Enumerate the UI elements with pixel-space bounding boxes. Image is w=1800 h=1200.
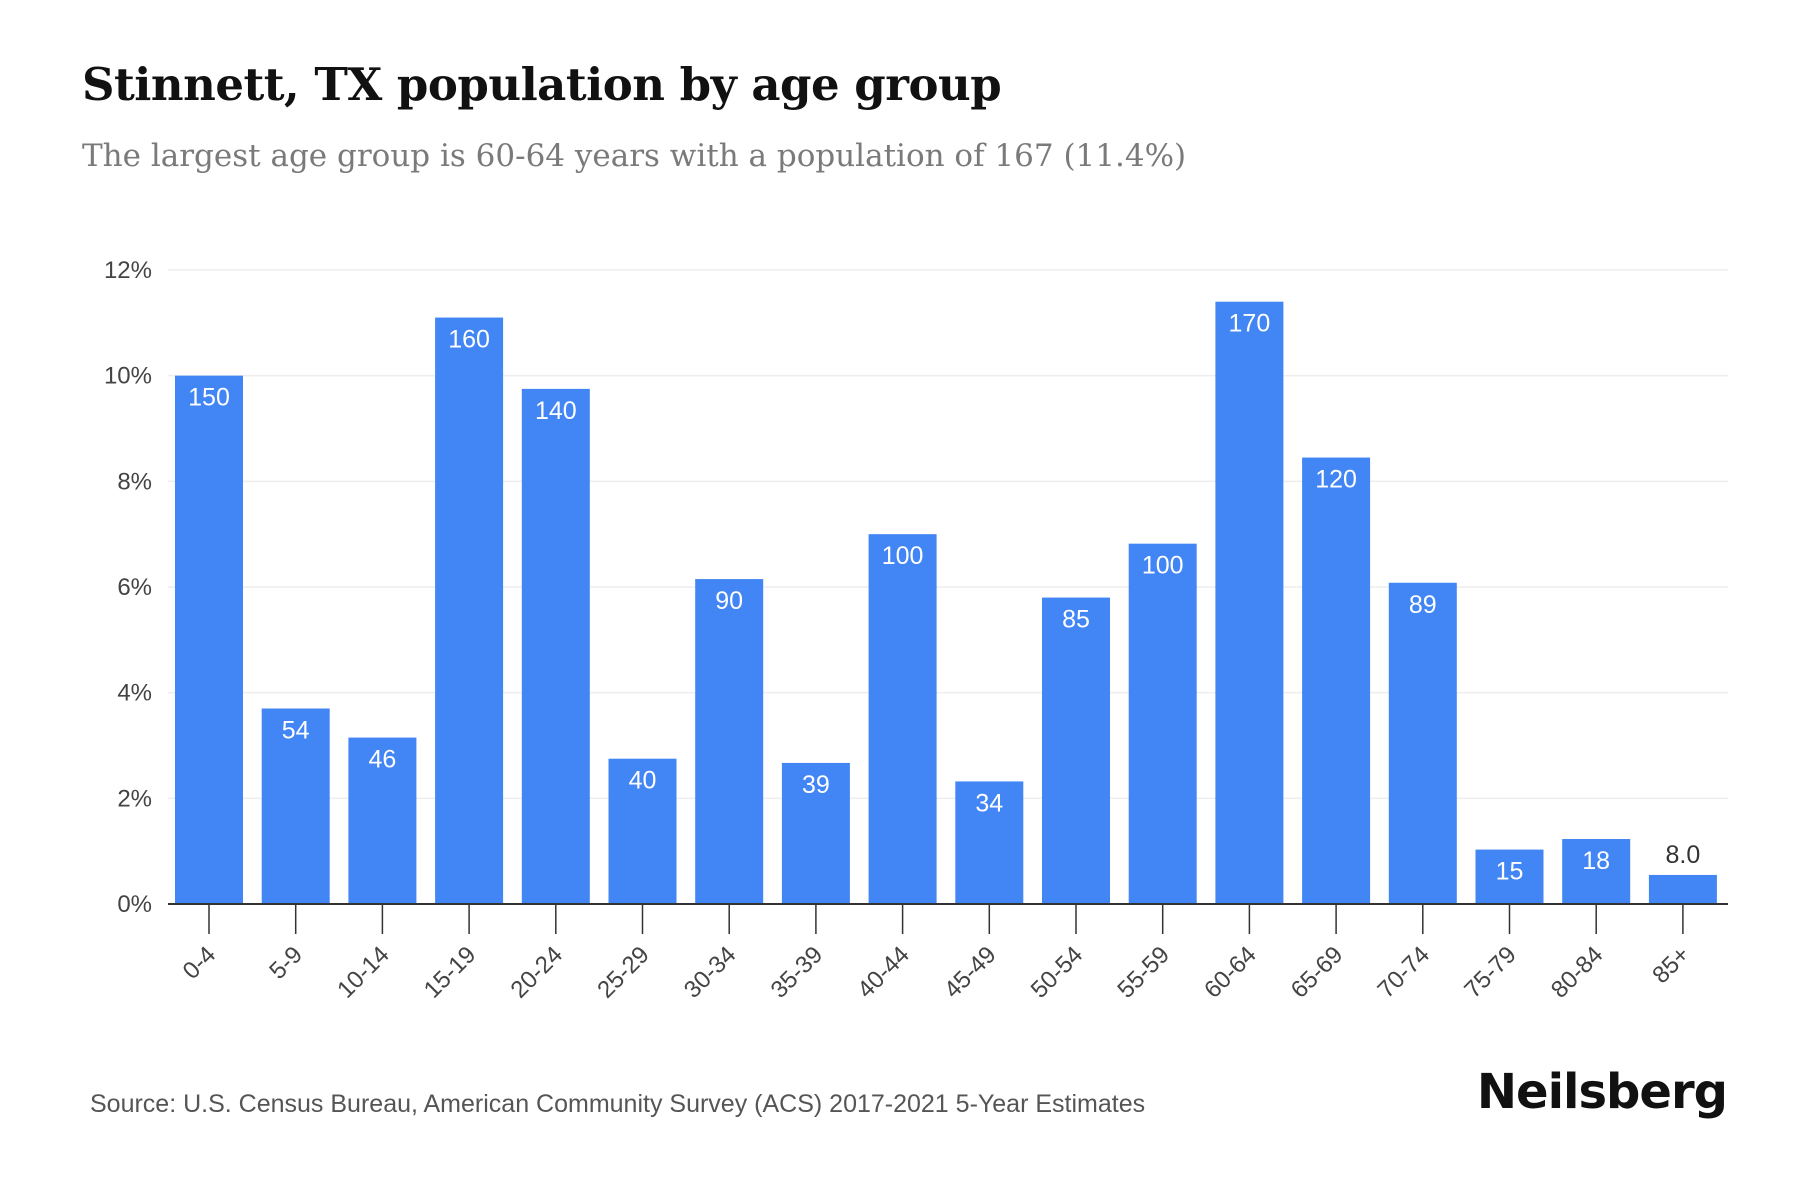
data-label: 85 [1062,606,1090,634]
bar-70-74 [1388,582,1457,904]
gridlines [168,269,1728,800]
x-axis-ticks: 0-4 5-9 10-14 15-19 20-24 25-29 30-34 35-39 40-4… [178,904,1695,1004]
x-tick-label: 75-79 [1459,941,1522,1004]
bar-40-44 [868,534,937,904]
bar-80-84 [1562,839,1631,904]
bar-15-19 [435,317,504,904]
bar-55-59 [1128,543,1197,904]
bar-10-14 [348,737,417,904]
x-tick-label: 0-4 [178,941,222,985]
data-label: 100 [1142,552,1184,580]
data-label: 15 [1496,858,1524,886]
data-label: 150 [188,384,230,412]
y-axis-ticks: 0% 2% 4% 6% 8% 10% 12% [104,257,152,918]
data-label: 160 [448,326,490,354]
x-tick-label: 10-14 [332,941,395,1004]
data-label: 40 [629,767,657,795]
x-tick-label: 70-74 [1373,941,1436,1004]
bar-5-9 [261,708,330,904]
data-label: 120 [1315,466,1357,494]
data-label: 8.0 [1666,841,1701,869]
bar-30-34 [695,579,764,904]
x-tick-label: 35-39 [766,941,829,1004]
x-tick-label: 15-19 [419,941,482,1004]
data-label: 100 [882,542,924,570]
data-label: 90 [715,587,743,615]
data-label: 140 [535,397,577,425]
x-tick-label: 80-84 [1546,941,1609,1004]
chart-title: Stinnett, TX population by age group [82,58,1002,111]
data-label: 46 [368,746,396,774]
x-tick-label: 50-54 [1026,941,1089,1004]
x-tick-label: 55-59 [1112,941,1175,1004]
y-tick-label: 12% [104,257,152,284]
chart-subtitle: The largest age group is 60-64 years wit… [82,138,1187,174]
bar-20-24 [521,388,590,904]
y-tick-label: 10% [104,363,152,390]
x-tick-label: 65-69 [1286,941,1349,1004]
data-label: 89 [1409,591,1437,619]
y-tick-label: 8% [117,468,152,495]
bar-35-39 [781,762,850,904]
x-tick-label: 20-24 [506,941,569,1004]
y-tick-label: 4% [117,680,152,707]
bar-25-29 [608,758,677,904]
y-tick-label: 0% [117,891,152,918]
bar-0-4 [175,375,243,905]
x-tick-label: 25-29 [592,941,655,1004]
x-tick-label: 60-64 [1199,941,1262,1004]
y-tick-label: 6% [117,574,152,601]
bar-60-64 [1215,301,1284,904]
x-tick-label: 5-9 [264,941,308,985]
x-tick-label: 85+ [1647,941,1695,989]
x-tick-label: 45-49 [939,941,1002,1004]
data-label: 18 [1582,847,1610,875]
bar-85+ [1648,874,1717,904]
bar-65-69 [1302,457,1371,904]
y-tick-label: 2% [117,785,152,812]
bar-45-49 [955,781,1024,904]
source-note: Source: U.S. Census Bureau, American Com… [90,1090,1146,1118]
brand-logo: Neilsberg [1476,1064,1728,1120]
data-label: 39 [802,771,830,799]
data-label: 34 [975,789,1003,817]
bar-50-54 [1042,597,1110,904]
bars [175,301,1717,905]
data-label: 170 [1229,310,1271,338]
x-tick-label: 30-34 [679,941,742,1004]
data-labels: 150 54 46 160 140 40 90 39 100 34 85 100 170 120 89 15 1… [188,310,1700,886]
bar-75-79 [1475,849,1544,904]
x-tick-label: 40-44 [852,941,915,1004]
data-label: 54 [282,717,310,745]
